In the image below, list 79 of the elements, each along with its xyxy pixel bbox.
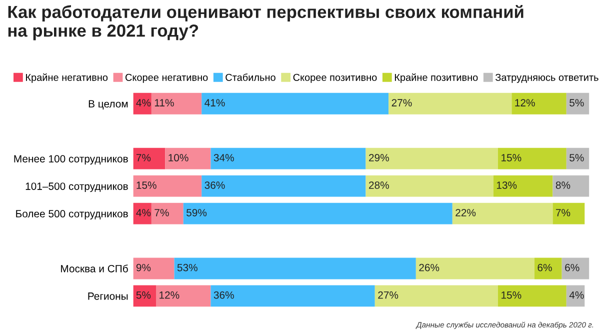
data-label: 4%	[136, 99, 151, 106]
bar	[416, 258, 534, 280]
bar	[566, 148, 590, 170]
chart-title: Как работодатели оценивают перспективы своих компаний на рынке в 2021 году?	[8, 4, 524, 40]
bar	[552, 175, 590, 197]
bar	[133, 258, 174, 280]
bar	[566, 92, 590, 114]
data-label: 13%	[496, 181, 517, 189]
data-label: 15%	[502, 154, 522, 162]
bar	[552, 202, 585, 224]
data-label: 15%	[136, 182, 156, 189]
bar	[133, 202, 152, 224]
bar	[210, 148, 366, 170]
bar	[133, 285, 156, 307]
legend-label: Скорее позитивно	[293, 74, 377, 83]
bar	[133, 148, 166, 170]
bar	[202, 92, 389, 114]
data-label: 27%	[378, 291, 398, 299]
bar	[133, 175, 202, 197]
data-label: 12%	[515, 99, 535, 106]
bar	[151, 92, 202, 114]
data-label: 27%	[392, 99, 412, 106]
bar	[512, 92, 566, 114]
data-label: 8%	[556, 181, 570, 189]
bar	[562, 258, 590, 280]
bar	[210, 285, 375, 307]
y-tick-label: 101–500 сотрудников	[26, 182, 128, 192]
data-label: 9%	[136, 264, 151, 272]
data-label: 29%	[369, 154, 389, 162]
legend-label: Стабильно	[226, 74, 276, 81]
bar	[498, 285, 566, 307]
data-label: 6%	[538, 264, 552, 272]
legend-label: Скорее негативно	[126, 74, 208, 83]
bar	[366, 148, 498, 170]
data-label: 41%	[204, 99, 225, 106]
bar	[452, 202, 553, 224]
bar	[202, 175, 366, 197]
y-tick-label: Регионы	[88, 292, 128, 300]
bar	[374, 285, 498, 307]
data-label: 7%	[556, 209, 570, 216]
bar	[388, 92, 512, 114]
legend-label: Крайне негативно	[26, 73, 108, 83]
data-label: 12%	[160, 291, 180, 299]
data-label: 5%	[570, 154, 584, 162]
data-label: 5%	[570, 99, 584, 106]
y-tick-label: Более 500 сотрудников	[16, 210, 128, 220]
data-label: 36%	[204, 181, 225, 189]
data-label: 59%	[186, 208, 207, 216]
legend-label: Крайне позитивно	[394, 73, 478, 83]
bar	[366, 175, 494, 197]
data-label: 7%	[154, 209, 169, 216]
bar	[156, 285, 211, 307]
bar	[493, 175, 553, 197]
y-tick-label: Москва и СПб	[61, 264, 128, 272]
bar	[133, 92, 152, 114]
data-label: 7%	[136, 154, 151, 162]
data-label: 10%	[168, 154, 188, 162]
bar	[498, 148, 566, 170]
data-label: 11%	[154, 99, 174, 106]
bar	[183, 202, 452, 224]
data-label: 5%	[136, 291, 151, 299]
data-label: 15%	[502, 291, 522, 299]
data-label: 28%	[369, 181, 389, 189]
data-label: 34%	[214, 154, 234, 162]
data-label: 6%	[565, 264, 580, 272]
bar	[174, 258, 416, 280]
data-label: 36%	[214, 291, 234, 299]
bar	[151, 202, 184, 224]
y-tick-label: Менее 100 сотрудников	[14, 155, 128, 165]
data-label: 26%	[419, 264, 440, 272]
data-label: 4%	[569, 291, 584, 299]
data-label: 4%	[136, 209, 151, 216]
legend-label: Затрудняюсь ответить	[495, 74, 598, 83]
y-tick-label: В целом	[88, 100, 128, 110]
bar	[534, 258, 562, 280]
data-label: 22%	[456, 208, 476, 216]
bar	[165, 148, 211, 170]
bar	[566, 285, 585, 307]
data-label: 53%	[177, 264, 198, 272]
